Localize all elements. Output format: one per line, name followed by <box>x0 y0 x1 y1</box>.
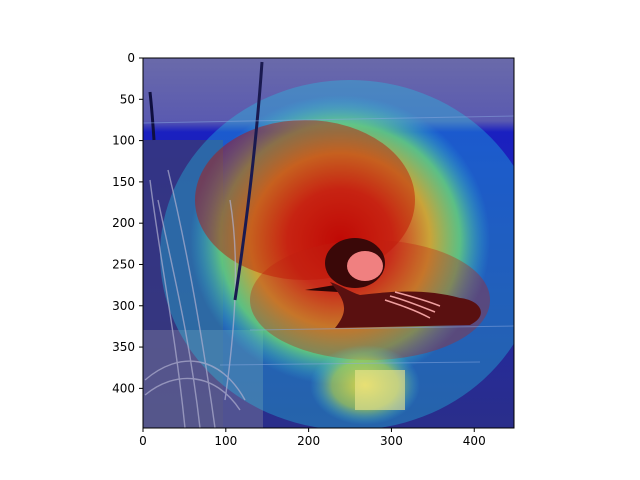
x-tick-label: 300 <box>380 434 403 448</box>
y-tick-label: 300 <box>112 299 135 313</box>
x-tick-label: 400 <box>463 434 486 448</box>
x-tick-label: 0 <box>139 434 147 448</box>
y-tick-label: 200 <box>112 216 135 230</box>
y-tick-label: 350 <box>112 340 135 354</box>
y-tick-label: 250 <box>112 257 135 271</box>
y-tick-label: 150 <box>112 175 135 189</box>
duck-silhouette <box>305 238 481 410</box>
y-tick-label: 50 <box>120 92 135 106</box>
heatmap-image <box>143 58 514 428</box>
y-tick-label: 0 <box>127 51 135 65</box>
x-axis: 0 100 200 300 400 <box>139 428 486 448</box>
y-axis: 0 50 100 150 200 250 300 350 400 <box>112 51 143 395</box>
y-tick-label: 100 <box>112 134 135 148</box>
reed-dark <box>233 61 264 301</box>
y-tick-label: 400 <box>112 381 135 395</box>
x-tick-label: 200 <box>297 434 320 448</box>
x-tick-label: 100 <box>214 434 237 448</box>
plot-frame <box>142 57 515 429</box>
